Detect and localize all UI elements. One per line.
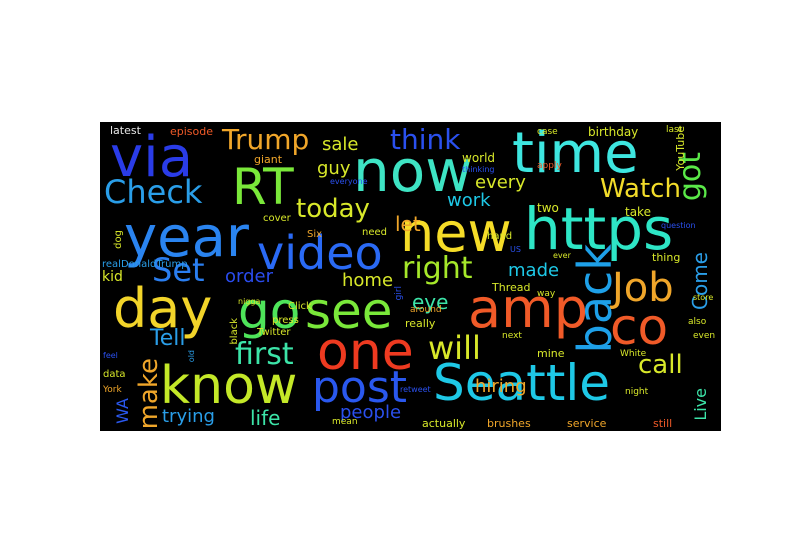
word-amp: amp (468, 277, 588, 340)
word-latest: latest (110, 124, 141, 137)
word-trump: Trump (222, 123, 310, 156)
word-night: night (625, 387, 649, 397)
word-set: Set (152, 251, 205, 289)
word-first: first (235, 337, 294, 372)
word-work: work (447, 190, 491, 211)
word-post: post (312, 362, 408, 413)
word-guy: guy (317, 158, 351, 179)
word-mean: mean (332, 417, 358, 427)
word-cloud: Seattle https amp now time year new one … (100, 122, 721, 431)
word-brushes: brushes (487, 417, 531, 430)
word-live: Live (691, 388, 710, 421)
word-really: really (405, 317, 436, 330)
word-back: back (568, 244, 622, 354)
word-realdonaldtrump: realDonaldTrump (102, 259, 188, 270)
word-time: time (512, 122, 639, 186)
word-world: world (462, 151, 496, 165)
word-check: Check (104, 173, 203, 211)
word-new: new (400, 201, 512, 264)
word-let: let (395, 212, 421, 236)
word-sale: sale (322, 134, 359, 155)
word-will: will (428, 329, 481, 367)
word-call: call (638, 350, 683, 380)
word-actually: actually (422, 417, 466, 430)
word-thinking: thinking (462, 165, 495, 174)
word-twitter: Twitter (257, 327, 291, 338)
word-wa: WA (113, 398, 132, 424)
word-tell: Tell (150, 326, 186, 351)
word-giant: giant (254, 153, 283, 166)
word-via: via (110, 125, 194, 190)
word-data: data (103, 369, 126, 380)
word-store: store (693, 293, 714, 302)
word-white: White (620, 349, 647, 359)
word-mine: mine (537, 347, 565, 360)
word-take: take (625, 205, 651, 219)
word-co: co (610, 298, 669, 356)
word-go: go (238, 282, 301, 340)
word-cover: cover (263, 213, 291, 224)
word-day: day (113, 277, 213, 340)
word-still: still (653, 417, 673, 430)
word-ever: ever (553, 251, 571, 260)
word-right: right (402, 251, 473, 286)
word-rt: RT (232, 158, 294, 216)
word-click: Click (288, 301, 312, 312)
word-home: home (342, 270, 394, 291)
word-even: even (693, 331, 716, 341)
word-retweet: retweet (400, 385, 431, 394)
word-apply: apply (537, 161, 562, 171)
word-now: now (353, 137, 473, 205)
word-see: see (305, 282, 393, 340)
word-eye: eye (412, 290, 449, 314)
word-case: case (537, 127, 558, 137)
word-also: also (688, 317, 707, 327)
word-girl: girl (394, 286, 404, 301)
word-think: think (390, 123, 461, 156)
word-thing: thing (652, 251, 681, 264)
word-watch: Watch (600, 174, 681, 204)
word-https: https (524, 195, 674, 263)
word-today: today (296, 194, 370, 224)
word-need: need (362, 227, 387, 238)
word-birthday: birthday (588, 125, 639, 139)
word-people: people (340, 402, 402, 423)
word-around: around (410, 305, 442, 315)
word-year: year (124, 205, 249, 270)
word-order: order (225, 266, 273, 287)
word-last: last (666, 125, 683, 135)
word-life: life (250, 406, 281, 430)
word-us: US (510, 245, 521, 254)
word-press: press (272, 315, 299, 326)
word-episode: episode (170, 125, 214, 138)
word-every: every (475, 172, 526, 193)
word-everyone: everyone (330, 177, 368, 186)
word-question: question (661, 221, 696, 230)
word-hand: hand (487, 231, 513, 242)
word-dog: dog (113, 230, 124, 249)
word-service: service (567, 417, 607, 430)
word-way: way (537, 289, 556, 299)
word-york: York (103, 385, 122, 395)
word-thread: Thread (492, 281, 531, 294)
word-made: made (508, 260, 560, 281)
word-next: next (502, 331, 522, 341)
word-one: one (317, 322, 414, 382)
word-seattle: Seattle (433, 354, 611, 412)
word-kid: kid (102, 269, 123, 285)
word-two: two (537, 201, 559, 215)
word-video: video (257, 226, 383, 280)
word-nigga: nigga (238, 297, 261, 306)
word-six: Six (307, 229, 323, 240)
word-hiring: hiring (475, 376, 527, 397)
word-black: black (229, 318, 240, 345)
word-trying: trying (162, 406, 215, 427)
word-know: know (160, 356, 298, 416)
word-feel: feel (103, 351, 118, 360)
word-make: make (134, 358, 164, 430)
word-job: Job (612, 265, 674, 311)
word-old: old (187, 350, 196, 363)
